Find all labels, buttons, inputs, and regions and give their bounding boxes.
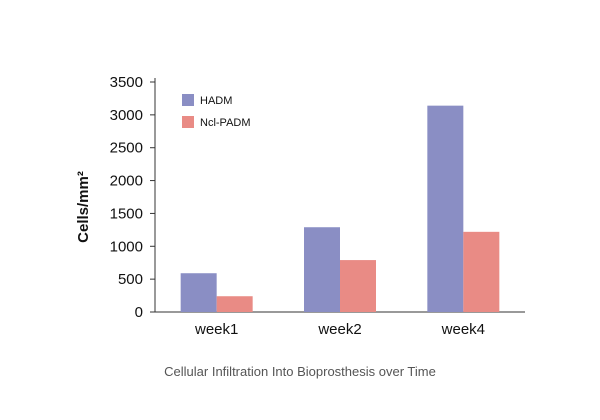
bar-hadm-week4: [427, 105, 464, 313]
legend-label-hadm: HADM: [200, 95, 232, 107]
y-ticks: 0 500 1000 1500 2000 2500 3000 3500: [110, 74, 155, 321]
legend-label-ncl-padm: Ncl-PADM: [200, 117, 251, 129]
bar-ncl-padm-week2: [340, 260, 376, 312]
legend-swatch-hadm: [182, 94, 194, 106]
bar-hadm-week1: [180, 273, 217, 312]
y-tick-label: 3500: [110, 74, 143, 91]
y-tick-label: 2000: [110, 173, 143, 190]
chart-caption: Cellular Infiltration Into Bioprosthesis…: [164, 364, 436, 379]
bars: [180, 105, 500, 313]
y-tick-label: 2500: [110, 140, 143, 157]
y-tick-label: 3000: [110, 107, 143, 124]
y-tick-label: 1500: [110, 205, 143, 222]
y-tick-label: 500: [118, 271, 143, 288]
y-tick-label: 0: [135, 304, 143, 321]
x-tick-label-week2: week2: [317, 321, 361, 338]
bar-ncl-padm-week4: [463, 231, 500, 312]
legend-swatch-ncl-padm: [182, 116, 194, 128]
x-tick-label-week1: week1: [194, 321, 238, 338]
x-tick-label-week4: week4: [441, 321, 485, 338]
legend: HADM Ncl-PADM: [182, 94, 251, 129]
bar-ncl-padm-week1: [216, 296, 253, 312]
y-axis-label: Cells/mm²: [75, 171, 92, 243]
y-tick-label: 1000: [110, 238, 143, 255]
x-tick-labels: week1 week2 week4: [194, 321, 485, 338]
bar-hadm-week2: [304, 227, 340, 312]
